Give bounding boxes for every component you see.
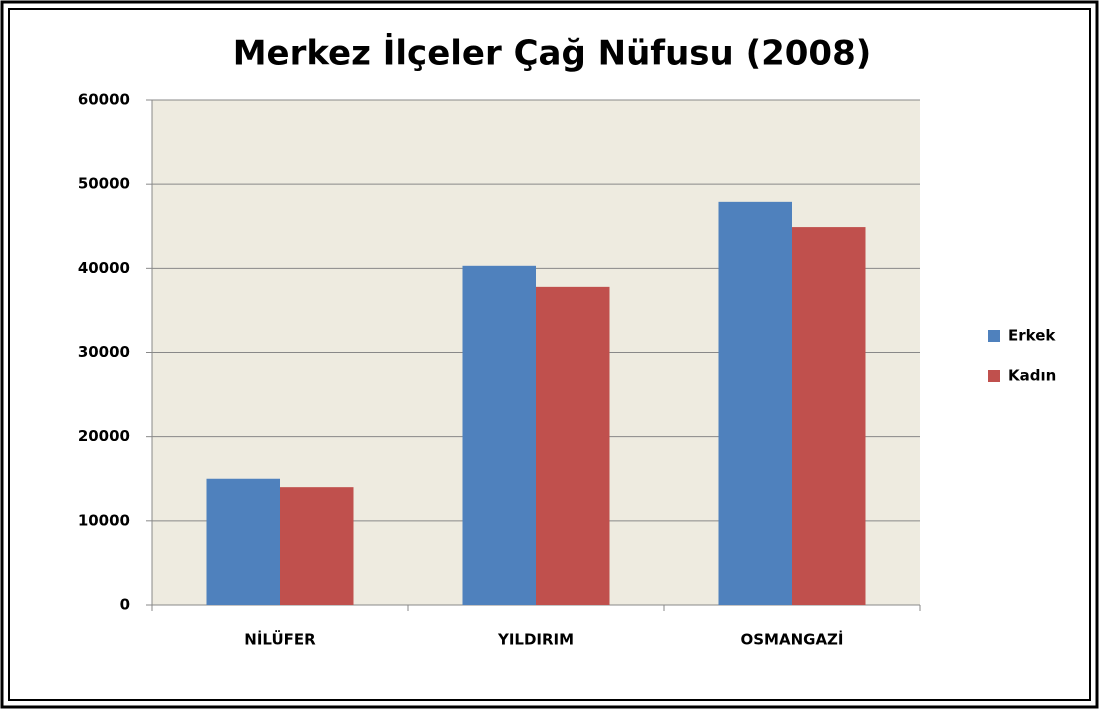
- bar: [206, 478, 280, 605]
- legend-label: Kadın: [1008, 367, 1056, 385]
- x-tick-label: NİLÜFER: [244, 630, 316, 649]
- bar: [718, 201, 792, 605]
- y-tick-label: 0: [120, 596, 130, 614]
- legend-label: Erkek: [1008, 327, 1056, 345]
- y-tick-label: 30000: [78, 343, 130, 361]
- bar: [536, 286, 610, 605]
- bar: [280, 487, 354, 605]
- bar: [792, 227, 866, 605]
- legend-swatch: [988, 370, 1000, 382]
- bar: [462, 265, 536, 605]
- y-tick-label: 20000: [78, 427, 130, 445]
- y-tick-label: 60000: [78, 91, 130, 109]
- x-tick-label: YILDIRIM: [497, 631, 574, 649]
- inner-frame: [8, 8, 1091, 701]
- chart-title: Merkez İlçeler Çağ Nüfusu (2008): [233, 33, 872, 74]
- x-tick-label: OSMANGAZİ: [740, 630, 843, 649]
- y-tick-label: 40000: [78, 259, 130, 277]
- y-tick-label: 50000: [78, 175, 130, 193]
- legend-swatch: [988, 330, 1000, 342]
- y-tick-label: 10000: [78, 511, 130, 529]
